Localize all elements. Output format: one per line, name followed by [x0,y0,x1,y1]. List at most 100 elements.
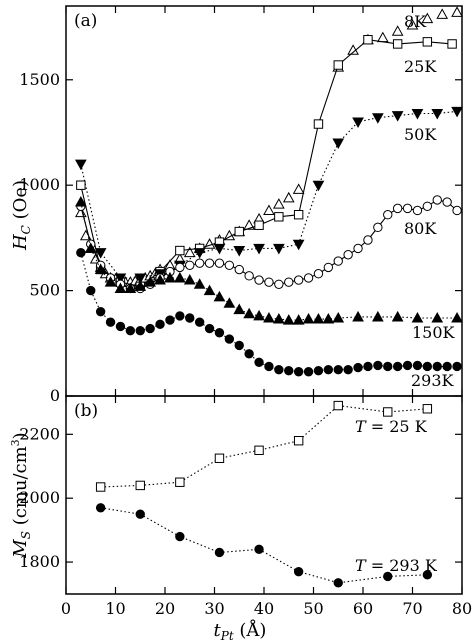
series-8k-point [183,246,196,258]
series-293k-point [135,325,145,336]
series-150k-point [352,310,364,322]
series-293k-point [383,361,393,372]
series-293k-point [284,366,294,376]
series-150k-point [312,313,325,324]
series-25k-point [274,212,284,222]
series-80k-point [333,256,343,266]
series-293k-point [442,361,452,372]
series-t-25-k-point [333,400,343,411]
series-80k-point [373,222,383,233]
series-293k-point [224,334,235,344]
series-t-293-k-point [383,571,393,582]
series-t-25-k-point [95,482,106,492]
series-50k-point [193,248,206,259]
series-label-150k: 150K [412,323,456,342]
series-80k-point [343,250,353,260]
series-80k-point [254,275,264,285]
panel-a-y-axis-label-symbol: H [10,234,31,251]
series-label-293k: 293K [411,371,455,390]
panel-b-y-axis-label-subscript: S [19,531,33,539]
series-label-t293k: T = 293 K [355,556,438,575]
series-293k-point [353,362,363,373]
series-293k-point [185,313,195,323]
series-25k-point [293,210,304,220]
panel-b-series [95,400,433,588]
series-label-t293k-rest: = 293 K [366,556,438,575]
series-label-80k: 80K [404,219,437,238]
series-293k-point [214,328,225,338]
series-293k-point [293,367,304,377]
series-t-25-k-point [293,436,304,446]
series-293k-point [254,357,264,367]
series-80k-point [363,235,373,245]
series-293k-point [105,317,116,327]
series-8k-point [243,219,255,230]
series-293k-point [175,311,185,321]
series-8k-point [406,18,419,30]
series-25k-point [392,39,403,49]
series-80k-point [323,262,334,273]
x-tick-label: 10 [105,599,125,618]
series-50k-point [372,113,384,124]
series-80k-point [412,205,423,216]
series-50k-point [94,248,107,259]
x-tick-label: 60 [353,599,373,618]
series-150k-point [144,276,156,287]
series-8k-point [273,198,285,209]
series-150k-point [411,311,424,323]
series-8k-point [376,31,389,43]
series-50k-line [80,110,458,279]
series-150k-point [213,290,226,302]
series-293k-point [452,361,462,372]
series-293k-point [234,340,244,351]
series-80k-point [224,260,235,270]
series-293k-point [323,364,334,375]
series-80k-point [353,243,363,254]
series-t-293-k-point [333,578,343,588]
series-80k-point [274,279,284,289]
series-293k [76,247,462,377]
series-t-293-k-point [95,503,106,513]
panel-a-frame [65,5,463,397]
series-293k-point [115,321,126,332]
series-150k-point [372,310,384,322]
series-t-293-k-point [214,547,225,558]
series-8k [75,6,463,287]
series-150k-point [273,313,285,324]
series-150k-point [282,314,295,325]
series-293k-point [313,366,324,376]
series-50k-point [75,159,87,171]
series-t-293-k-point [422,570,433,580]
series-293k-point [125,325,136,336]
series-150k-point [233,303,246,315]
panel-a-y-tick-label: 500 [29,281,60,300]
series-t-293-k-point [293,566,304,577]
x-tick-label: 70 [402,599,422,618]
series-150k-point [223,297,236,308]
series-8k-point [292,183,305,194]
series-50k-point [431,109,444,120]
series-150k-point [104,276,117,287]
panel-b-y-axis-label-superscript: 3 [9,439,22,446]
series-150k-point [451,311,463,323]
series-293k-point [432,361,442,372]
series-150k-point [322,313,335,324]
series-150k-point [174,271,186,283]
series-25k-point [76,180,86,190]
series-150k-point [124,282,137,293]
x-tick-label: 50 [303,599,323,618]
series-80k-point [214,258,225,268]
series-80k-point [432,195,442,205]
series-25k-point [175,245,185,256]
series-80k-point [175,262,185,273]
series-25k-point [313,119,324,129]
series-150k-point [183,274,196,285]
x-tick-label: 40 [254,599,274,618]
series-150k-point [203,284,216,296]
series-293k-point [373,360,383,371]
x-axis-label: tPt (Å) [214,619,267,642]
series-8k-point [263,204,275,215]
series-80k-point [313,269,324,279]
series-8k-point [451,6,463,17]
